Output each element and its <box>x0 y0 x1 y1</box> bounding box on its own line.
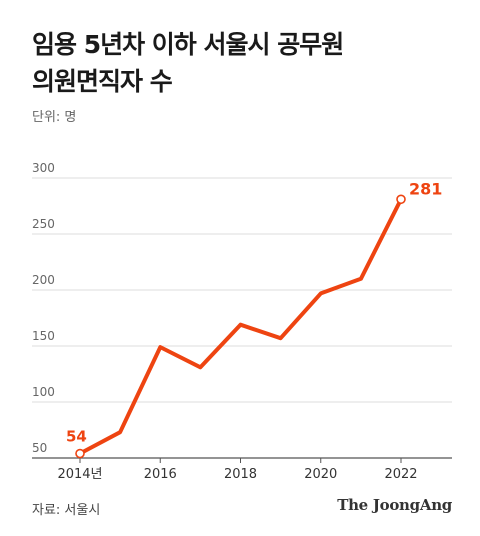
x-tick-label-2014: 2014년 <box>57 467 102 482</box>
x-tick-label-2020: 2020 <box>304 467 337 482</box>
data-label-2014: 54 <box>66 428 87 446</box>
unit-label: 단위: 명 <box>32 110 77 125</box>
title-line-2: 의원면직자 수 <box>32 67 173 96</box>
y-tick-label-200: 200 <box>32 273 55 287</box>
x-tick-label-2022: 2022 <box>384 467 417 482</box>
data-point-2022 <box>396 194 406 205</box>
y-tick-label-50: 50 <box>32 441 47 455</box>
source-label: 자료: 서울시 <box>32 503 101 518</box>
y-tick-label-150: 150 <box>32 329 55 343</box>
y-tick-label-100: 100 <box>32 385 55 399</box>
chart-title: 임용 5년차 이하 서울시 공무원 의원면직자 수 <box>32 26 452 100</box>
title-line-1: 임용 5년차 이하 서울시 공무원 <box>32 30 344 59</box>
x-tick-label-2016: 2016 <box>144 467 177 482</box>
data-label-2022: 281 <box>409 179 442 198</box>
y-tick-label-250: 250 <box>32 217 55 231</box>
series-line <box>78 197 403 456</box>
x-tick-label-2018: 2018 <box>224 467 257 482</box>
data-point-2014 <box>75 448 85 459</box>
brand-logo: The JoongAng <box>337 496 452 514</box>
y-tick-label-300: 300 <box>32 161 55 175</box>
